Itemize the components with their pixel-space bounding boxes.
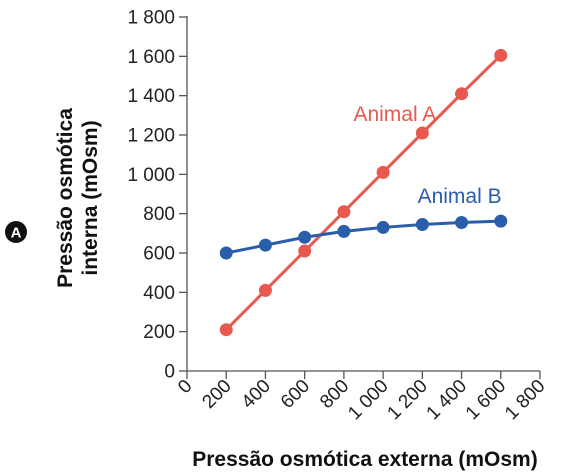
data-point	[298, 244, 312, 258]
x-tick-label: 400	[238, 376, 275, 413]
data-point	[494, 214, 508, 228]
x-tick-label: 0	[174, 376, 196, 398]
series-animal-a: Animal A	[219, 48, 508, 337]
y-axis-title-line1: Pressão osmótica	[54, 108, 77, 288]
data-point	[376, 165, 390, 179]
y-axis-title-line2: interna (mOsm)	[79, 120, 102, 275]
y-tick-label: 800	[143, 204, 175, 225]
y-tick-label: 400	[143, 283, 175, 304]
y-tick-label: 600	[143, 244, 175, 265]
y-tick-label: 1 200	[127, 126, 175, 147]
data-point	[219, 323, 233, 337]
data-point	[258, 283, 272, 297]
y-tick-label: 0	[164, 362, 175, 383]
y-ticks: 0 200 400 600 800 1 000 1 200 1 400 1 600 1 800	[127, 8, 187, 383]
data-point	[415, 126, 429, 140]
series-label: Animal A	[353, 103, 436, 126]
y-tick-label: 200	[143, 322, 175, 343]
data-point	[337, 205, 351, 219]
data-point	[455, 87, 469, 101]
data-point	[494, 48, 508, 62]
data-point	[337, 224, 351, 238]
x-tick-label: 1 400	[423, 376, 471, 424]
data-point	[258, 238, 272, 252]
series-animal-b: Animal B	[219, 185, 508, 260]
axes	[186, 16, 540, 372]
panel-badge-letter: A	[11, 225, 22, 242]
x-axis-title: Pressão osmótica externa (mOsm)	[192, 448, 537, 471]
y-tick-label: 1 400	[127, 86, 175, 107]
y-axis-title: Pressão osmótica interna (mOsm)	[54, 108, 102, 288]
y-tick-label: 1 800	[127, 8, 175, 29]
data-point	[298, 230, 312, 244]
x-tick-label: 600	[277, 376, 314, 413]
y-tick-label: 1 600	[127, 47, 175, 68]
x-tick-label: 1 200	[383, 376, 431, 424]
x-tick-label: 1 600	[462, 376, 510, 424]
data-point	[219, 246, 233, 260]
series-line	[225, 54, 502, 331]
panel-badge: A	[5, 221, 27, 243]
series-label: Animal B	[418, 185, 502, 208]
y-tick-label: 1 000	[127, 165, 175, 186]
x-tick-label: 1 000	[344, 376, 392, 424]
x-tick-label: 1 800	[501, 376, 549, 424]
x-tick-label: 200	[198, 376, 235, 413]
series-line	[225, 219, 501, 255]
data-point	[455, 216, 469, 230]
data-point	[376, 220, 390, 234]
data-point	[415, 217, 429, 231]
series-layer: Animal A Animal B	[219, 48, 508, 337]
panel-badge-circle	[5, 221, 27, 243]
